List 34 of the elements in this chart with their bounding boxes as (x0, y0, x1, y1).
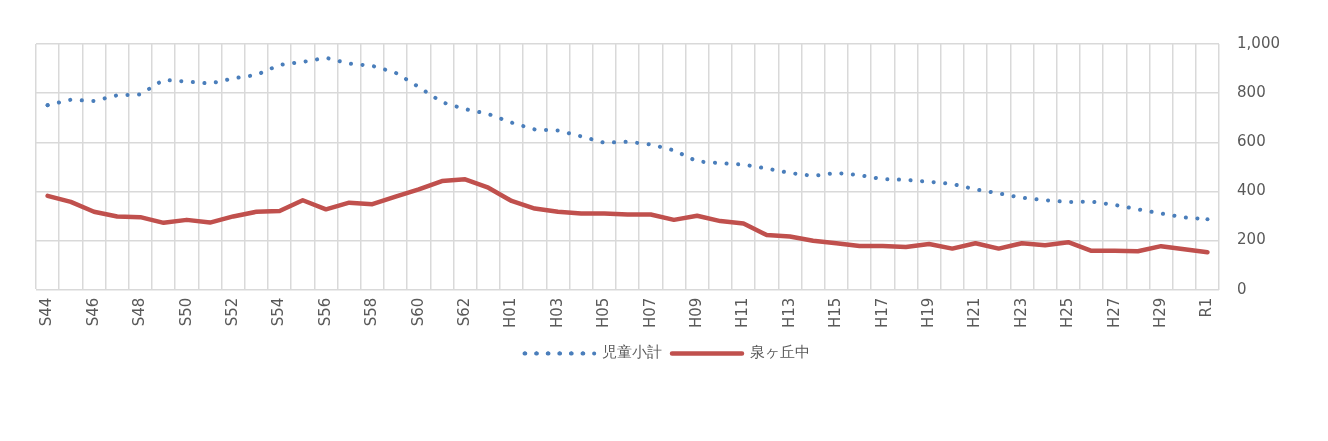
x-tick-label: H05 (594, 297, 613, 329)
x-tick-label: H07 (640, 297, 659, 329)
x-tick-label: H29 (1150, 297, 1169, 329)
x-tick-label: H03 (547, 297, 566, 329)
x-tick-label: S48 (130, 297, 149, 327)
x-tick-label: S62 (455, 297, 474, 327)
x-tick-label: S58 (362, 297, 381, 327)
x-tick-label: H01 (501, 297, 520, 329)
x-tick-label: H27 (1104, 297, 1123, 329)
x-tick-label: R1 (1197, 297, 1216, 318)
x-tick-label: H25 (1058, 297, 1077, 329)
x-tick-label: S60 (408, 297, 427, 327)
y-tick-label: 200 (1237, 230, 1266, 249)
y-tick-label: 800 (1237, 83, 1266, 102)
x-tick-label: H17 (872, 297, 891, 329)
legend-label: 児童小計 (602, 343, 662, 362)
y-tick-label: 0 (1237, 279, 1247, 298)
x-tick-label: S52 (223, 297, 242, 327)
x-tick-label: S46 (83, 297, 102, 327)
x-tick-label: S50 (176, 297, 195, 327)
x-tick-label: H13 (779, 297, 798, 329)
y-tick-label: 600 (1237, 132, 1266, 151)
x-tick-label: H19 (918, 297, 937, 329)
x-tick-label: H21 (965, 297, 984, 329)
x-tick-label: H11 (733, 297, 752, 329)
x-tick-label: H15 (826, 297, 845, 329)
legend-label: 泉ヶ丘中 (749, 343, 810, 362)
y-tick-label: 400 (1237, 181, 1266, 200)
x-tick-label: S56 (315, 297, 334, 327)
x-tick-label: S54 (269, 297, 288, 327)
y-tick-label: 1,000 (1237, 33, 1281, 52)
x-tick-label: H09 (687, 297, 706, 329)
x-tick-label: S44 (37, 297, 56, 327)
x-tick-label: H23 (1011, 297, 1030, 329)
